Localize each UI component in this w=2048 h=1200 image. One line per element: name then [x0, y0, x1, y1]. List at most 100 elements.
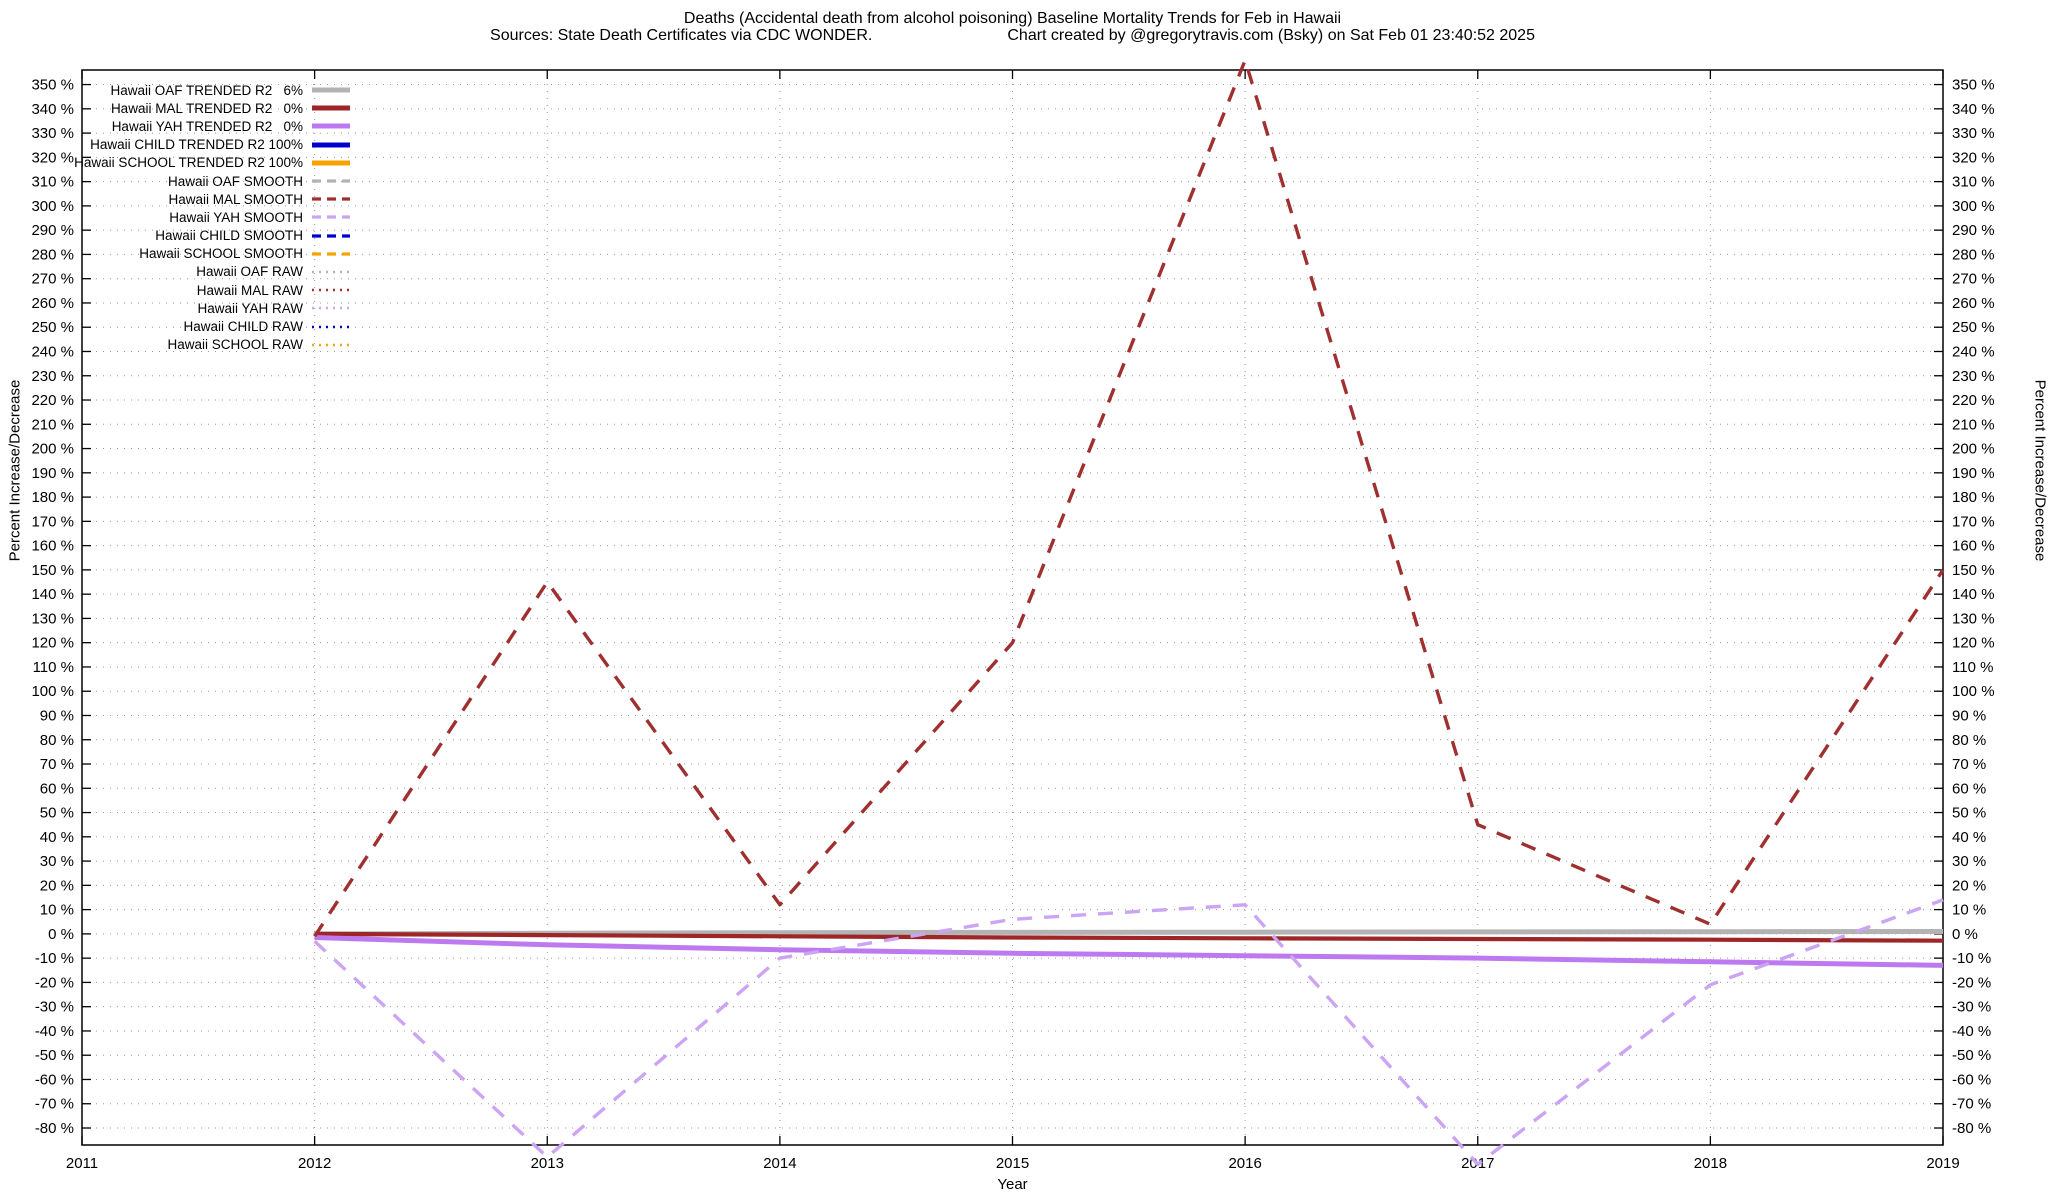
y-tick-label-right: 10 %: [1952, 902, 1986, 919]
y-tick-label-left: 140 %: [31, 586, 74, 603]
legend-label: Hawaii SCHOOL RAW: [167, 337, 303, 353]
legend-swatch-dashed: [312, 233, 350, 238]
y-tick-label-left: 300 %: [31, 198, 74, 215]
y-tick-label-left: 310 %: [31, 174, 74, 191]
y-tick-label-left: 50 %: [40, 805, 74, 822]
y-tick-label-right: 20 %: [1952, 877, 1986, 894]
y-tick-label-left: 120 %: [31, 635, 74, 652]
y-tick-label-right: 0 %: [1952, 926, 1978, 943]
y-tick-label-left: -60 %: [35, 1071, 74, 1088]
y-tick-label-right: -60 %: [1952, 1071, 1991, 1088]
legend-label: Hawaii MAL RAW: [196, 282, 303, 298]
legend-swatch-dashed: [312, 215, 350, 220]
x-tick-label: 2018: [1694, 1155, 1727, 1172]
legend-item: Hawaii SCHOOL RAW: [0, 336, 350, 354]
series-mal-smooth: [313, 58, 1945, 938]
legend-label: Hawaii CHILD RAW: [183, 319, 303, 335]
y-tick-label-right: 70 %: [1952, 756, 1986, 773]
y-tick-label-left: 10 %: [40, 902, 74, 919]
y-tick-label-left: -10 %: [35, 950, 74, 967]
legend-label: Hawaii CHILD TRENDED R2 100%: [90, 137, 303, 153]
legend-label: Hawaii YAH SMOOTH: [169, 209, 303, 225]
legend-swatch-dashed: [312, 252, 350, 256]
y-tick-label-right: 100 %: [1952, 683, 1995, 700]
legend-label: Hawaii MAL SMOOTH: [168, 191, 303, 207]
legend-swatch-dotted: [312, 288, 350, 292]
legend-label: Hawaii OAF TRENDED R2 6%: [110, 82, 303, 98]
y-tick-label-right: 30 %: [1952, 853, 1986, 870]
legend-label: Hawaii OAF SMOOTH: [167, 173, 303, 189]
legend-label: Hawaii YAH TRENDED R2 0%: [111, 118, 303, 134]
legend-label: Hawaii SCHOOL SMOOTH: [139, 246, 303, 262]
y-tick-label-right: 290 %: [1952, 222, 1995, 239]
y-tick-label-right: 50 %: [1952, 805, 1986, 822]
legend-item: Hawaii MAL SMOOTH: [0, 190, 350, 208]
legend-item: Hawaii CHILD SMOOTH: [0, 227, 350, 245]
y-axis-label-left: Percent Increase/Decrease: [6, 379, 24, 562]
series-yah-smooth: [313, 898, 1944, 1167]
y-tick-label-left: 130 %: [31, 610, 74, 627]
legend-label: Hawaii OAF RAW: [196, 264, 303, 280]
y-tick-label-right: 90 %: [1952, 707, 1986, 724]
y-tick-label-right: 230 %: [1952, 368, 1995, 385]
legend-item: Hawaii YAH SMOOTH: [0, 208, 350, 226]
y-tick-label-left: 190 %: [31, 465, 74, 482]
legend-item: Hawaii CHILD TRENDED R2 100%: [0, 136, 350, 154]
y-tick-label-right: -10 %: [1952, 950, 1991, 967]
y-tick-label-right: -70 %: [1952, 1096, 1991, 1113]
legend-item: Hawaii SCHOOL SMOOTH: [0, 245, 350, 263]
legend-swatch-dashed: [312, 197, 350, 201]
y-tick-label-left: -20 %: [35, 974, 74, 991]
legend-label: Hawaii SCHOOL TRENDED R2 100%: [74, 155, 303, 171]
y-tick-label-right: -20 %: [1952, 974, 1991, 991]
y-tick-label-left: 270 %: [31, 271, 74, 288]
y-tick-label-left: 100 %: [31, 683, 74, 700]
y-tick-label-left: 220 %: [31, 392, 74, 409]
x-tick-label: 2019: [1926, 1155, 1959, 1172]
y-tick-label-left: 30 %: [40, 853, 74, 870]
y-tick-label-left: 180 %: [31, 489, 74, 506]
y-tick-label-right: -80 %: [1952, 1120, 1991, 1137]
y-tick-label-left: -80 %: [35, 1120, 74, 1137]
legend-swatch-dotted: [312, 270, 350, 274]
legend-swatch-solid: [312, 105, 350, 111]
y-tick-label-left: -40 %: [35, 1023, 74, 1040]
y-tick-label-left: -70 %: [35, 1096, 74, 1113]
series-mal-trended: [314, 931, 1944, 943]
y-axis-label-right: Percent Increase/Decrease: [2031, 379, 2048, 562]
legend-item: Hawaii OAF RAW: [0, 263, 350, 281]
chart-subtitle: Sources: State Death Certificates via CD…: [0, 27, 2025, 45]
legend-item: Hawaii YAH TRENDED R2 0%: [0, 117, 350, 135]
chart-credit: Chart created by @gregorytravis.com (Bsk…: [1007, 27, 1535, 44]
legend-item: Hawaii OAF SMOOTH: [0, 172, 350, 190]
y-tick-label-left: 210 %: [31, 416, 74, 433]
y-tick-label-left: 330 %: [31, 125, 74, 142]
legend: Hawaii OAF TRENDED R2 6% Hawaii MAL TREND…: [0, 81, 350, 354]
legend-item: Hawaii SCHOOL TRENDED R2 100%: [0, 154, 350, 172]
legend-label: Hawaii MAL TRENDED R2 0%: [110, 100, 303, 116]
y-tick-label-left: 260 %: [31, 295, 74, 312]
x-tick-label: 2015: [996, 1155, 1029, 1172]
y-tick-label-right: 260 %: [1952, 295, 1995, 312]
y-tick-label-left: 350 %: [31, 77, 74, 94]
y-tick-label-left: 230 %: [31, 368, 74, 385]
y-tick-label-left: 150 %: [31, 562, 74, 579]
chart-title: Deaths (Accidental death from alcohol po…: [683, 10, 1342, 27]
x-axis-label: Year: [997, 1176, 1028, 1193]
y-tick-label-left: 70 %: [40, 756, 74, 773]
y-tick-label-right: 170 %: [1952, 513, 1995, 530]
legend-label: Hawaii CHILD SMOOTH: [155, 228, 303, 244]
legend-swatch-dashed: [312, 179, 350, 183]
y-tick-label-right: 330 %: [1952, 125, 1995, 142]
y-tick-label-right: 320 %: [1952, 149, 1995, 166]
y-tick-label-left: 110 %: [33, 659, 74, 676]
x-tick-label: 2016: [1228, 1155, 1261, 1172]
y-tick-label-left: 280 %: [31, 246, 74, 263]
legend-swatch-solid: [312, 123, 350, 129]
y-tick-label-right: 200 %: [1952, 441, 1995, 458]
y-tick-label-right: 250 %: [1952, 319, 1995, 336]
y-tick-label-left: 170 %: [31, 513, 74, 530]
y-tick-label-right: 300 %: [1952, 198, 1995, 215]
